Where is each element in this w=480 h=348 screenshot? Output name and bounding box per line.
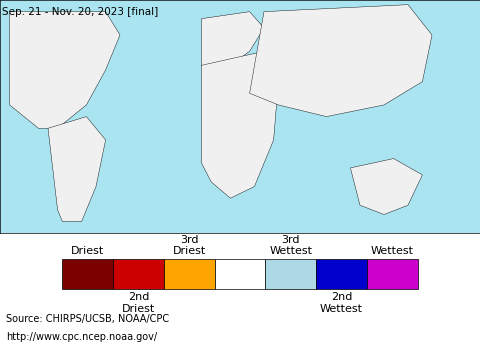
Polygon shape [10, 12, 120, 128]
Bar [164, 259, 215, 289]
Text: http://www.cpc.ncep.noaa.gov/: http://www.cpc.ncep.noaa.gov/ [6, 332, 157, 342]
Text: Sep. 21 - Nov. 20, 2023 [final]: Sep. 21 - Nov. 20, 2023 [final] [2, 7, 159, 17]
Text: Driest: Driest [71, 246, 104, 256]
Text: 3rd
Wettest: 3rd Wettest [269, 235, 312, 256]
Bar [367, 259, 418, 289]
Polygon shape [350, 159, 422, 214]
Polygon shape [202, 51, 278, 198]
Bar [316, 259, 367, 289]
Text: 3rd
Driest: 3rd Driest [173, 235, 206, 256]
Bar [215, 259, 265, 289]
Bar [62, 259, 113, 289]
Polygon shape [202, 12, 264, 65]
Polygon shape [250, 5, 432, 117]
Polygon shape [48, 117, 106, 222]
Text: 2nd
Wettest: 2nd Wettest [320, 292, 363, 314]
Text: 2nd
Driest: 2nd Driest [122, 292, 155, 314]
Text: Source: CHIRPS/UCSB, NOAA/CPC: Source: CHIRPS/UCSB, NOAA/CPC [6, 314, 169, 324]
Text: Wettest: Wettest [371, 246, 414, 256]
Bar [113, 259, 164, 289]
Bar [265, 259, 316, 289]
